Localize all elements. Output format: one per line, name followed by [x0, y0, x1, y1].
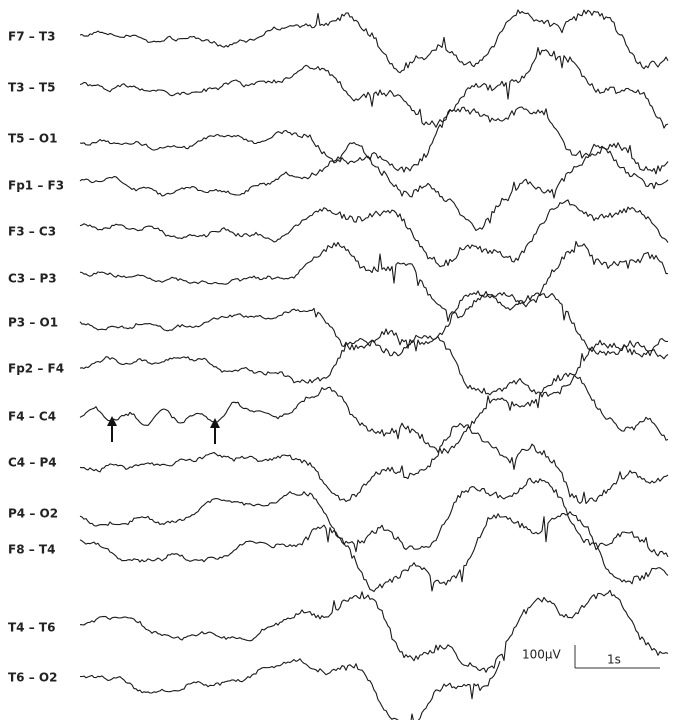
channel-label: F8 – T4	[8, 543, 55, 557]
channel-label: Fp1 – F3	[8, 179, 64, 193]
arrows	[107, 416, 220, 444]
eeg-trace	[79, 334, 669, 398]
eeg-trace	[80, 589, 669, 673]
eeg-trace	[79, 477, 669, 558]
eeg-trace	[79, 290, 669, 360]
eeg-trace	[79, 9, 669, 74]
channel-label: F3 – C3	[8, 225, 56, 239]
eeg-trace	[79, 422, 669, 505]
eeg-trace	[79, 658, 501, 720]
eeg-trace	[79, 511, 669, 593]
channel-label: F4 – C4	[8, 410, 56, 424]
scale-time: 1s	[607, 653, 621, 667]
channel-label: P3 – O1	[8, 316, 58, 330]
channel-label: T6 – O2	[8, 671, 57, 685]
scale-amplitude: 100μV	[522, 648, 562, 662]
eeg-trace	[79, 47, 669, 129]
eeg-trace	[79, 199, 669, 268]
channel-label: P4 – O2	[8, 507, 58, 521]
channel-label: C4 – P4	[8, 456, 57, 470]
channel-label: C3 – P3	[8, 272, 57, 286]
channel-label: T4 – T6	[8, 621, 55, 635]
arrow-head	[210, 418, 220, 428]
channel-label: T5 – O1	[8, 132, 57, 146]
channel-label: T3 – T5	[8, 81, 55, 95]
eeg-trace	[79, 141, 669, 231]
channel-label: F7 – T3	[8, 30, 55, 44]
eeg-trace	[79, 240, 668, 322]
channel-label: Fp2 – F4	[8, 362, 64, 376]
scale-bar: 100μV 1s	[522, 645, 660, 669]
eeg-trace	[79, 372, 669, 454]
eeg-trace	[79, 106, 669, 175]
arrow-head	[107, 416, 117, 426]
